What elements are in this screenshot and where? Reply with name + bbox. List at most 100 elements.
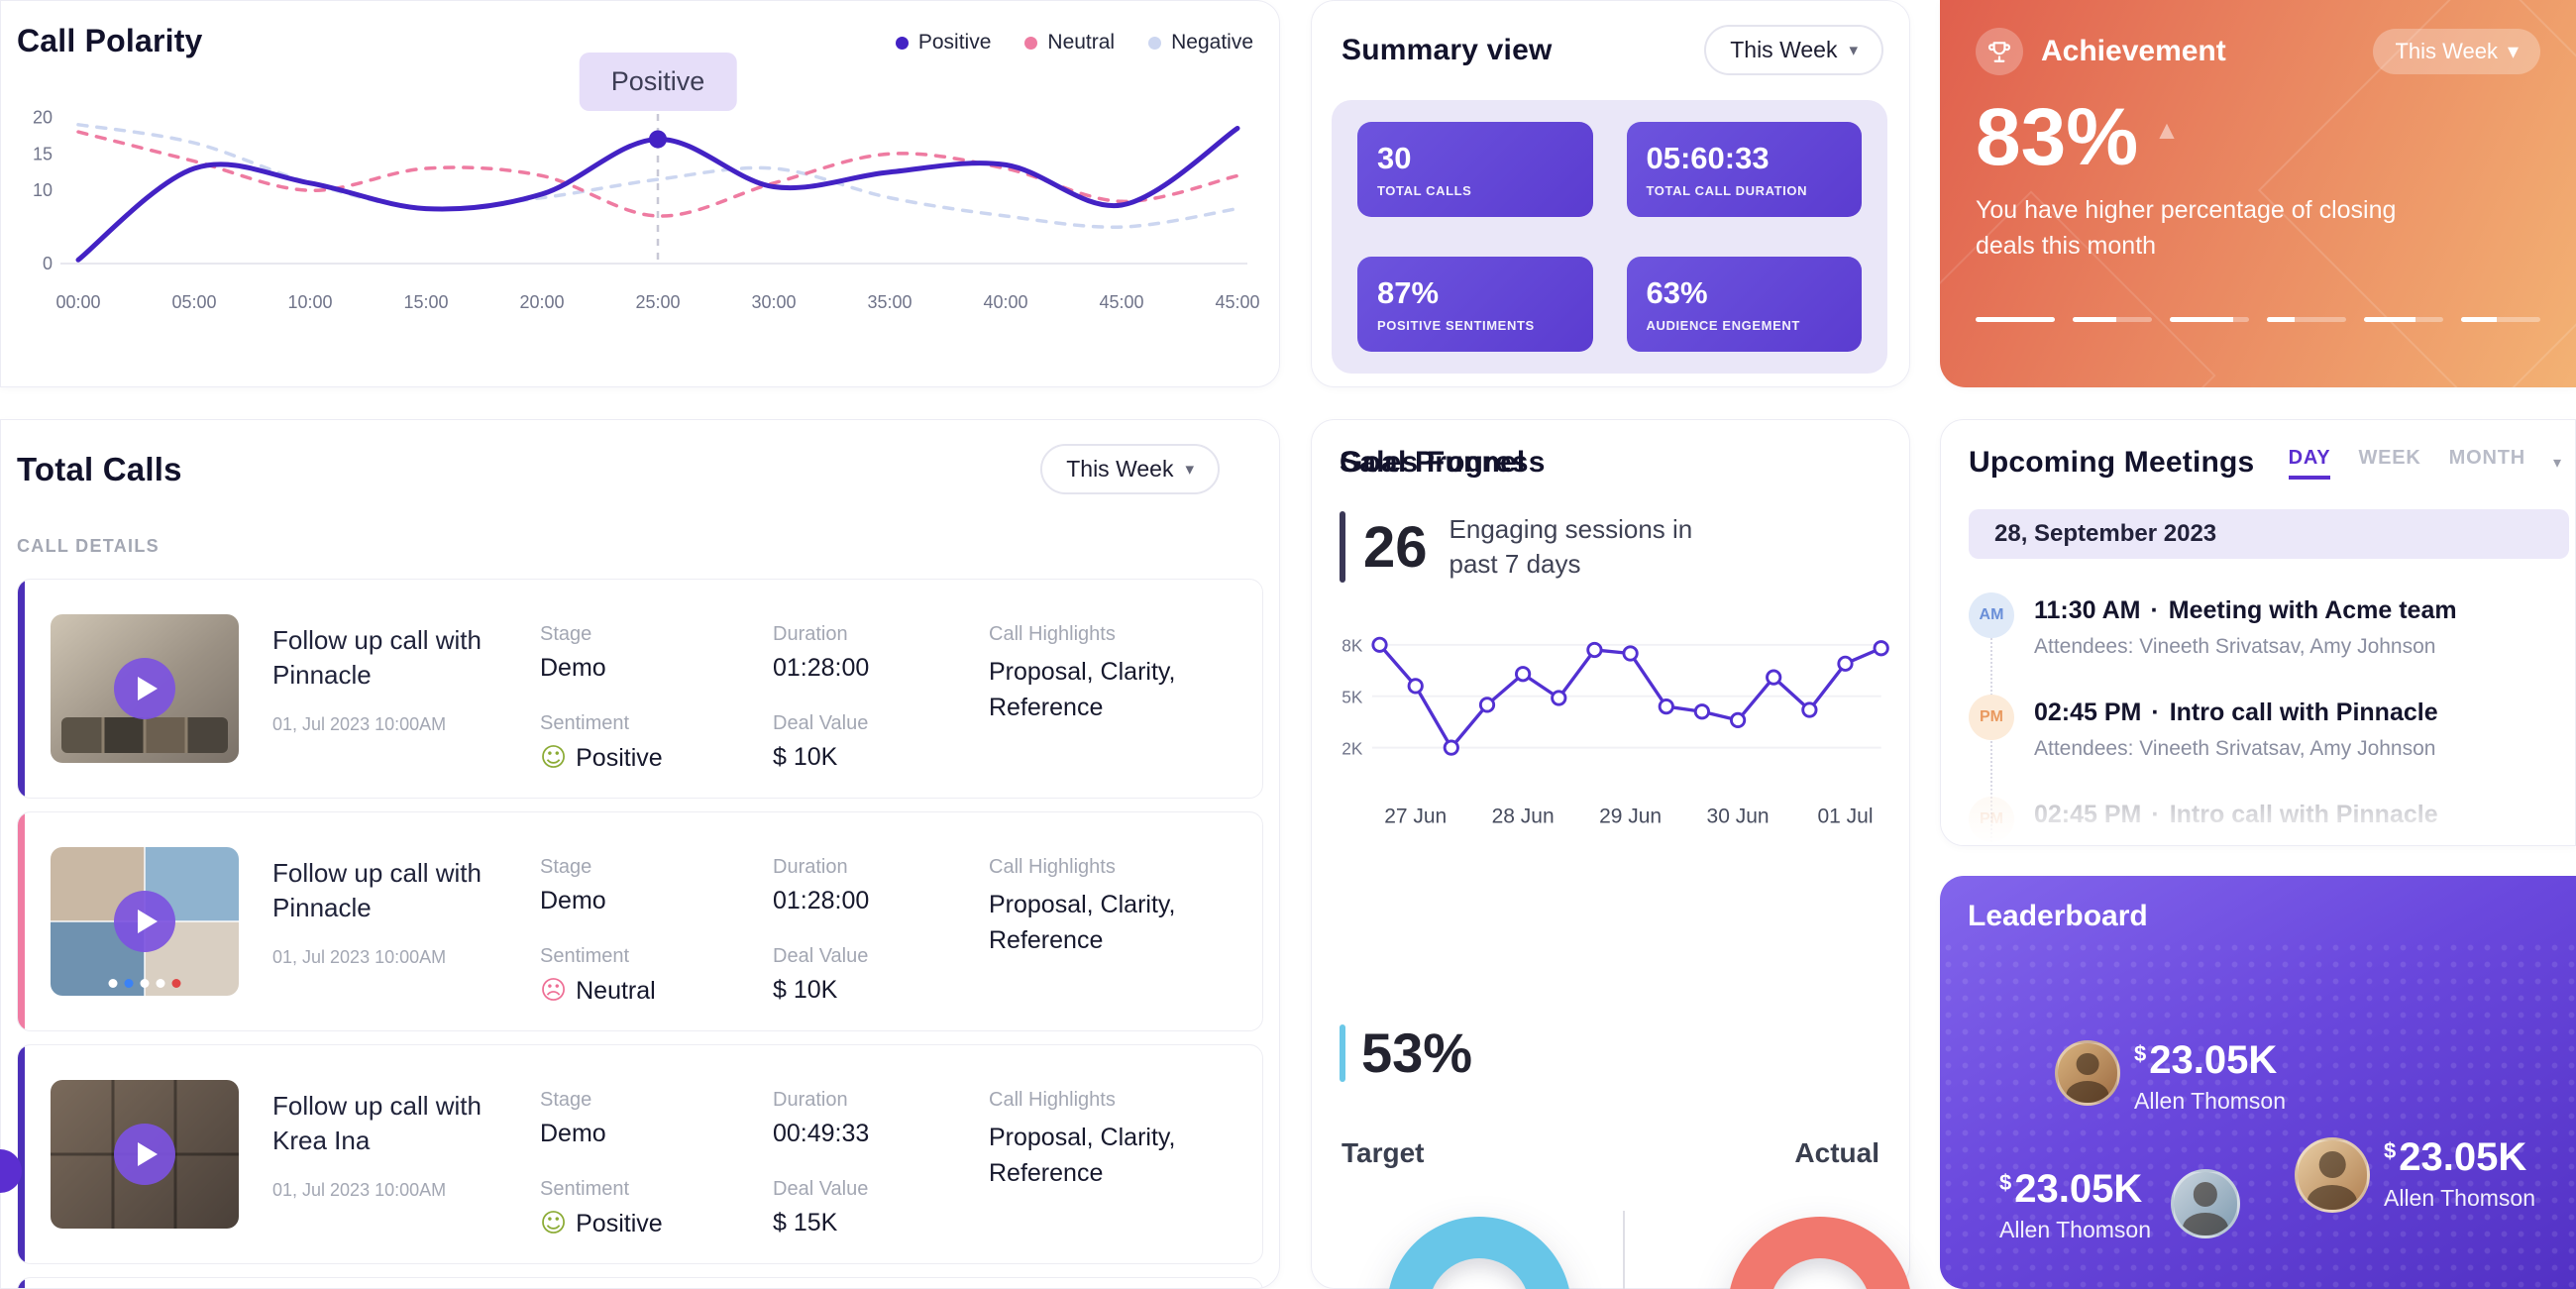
goal-progress-title: Goal Progress — [1340, 446, 1546, 479]
chevron-down-icon[interactable]: ▾ — [2552, 455, 2561, 472]
stat-value: 87% — [1377, 275, 1440, 310]
calls-period-select[interactable]: This Week ▾ — [1040, 444, 1220, 494]
svg-text:8K: 8K — [1342, 635, 1363, 655]
upcoming-meetings-panel: Upcoming Meetings DAY WEEK MONTH ▾ 28, S… — [1940, 419, 2576, 846]
call-card-partial[interactable] — [17, 1277, 1263, 1288]
sales-funnel-title: Sales Funnel — [1340, 446, 1526, 479]
tab-day[interactable]: DAY — [2288, 447, 2331, 480]
svg-text:28 Jun: 28 Jun — [1492, 805, 1555, 827]
svg-text:05:00: 05:00 — [171, 292, 216, 312]
call-polarity-chart: 20 15 10 000:00 05:00 10:00 15:00 20:00 25:00 30:… — [33, 100, 1260, 312]
highlights-label: Call Highlights — [989, 623, 1116, 645]
meeting-item[interactable]: AM 11:30 AM · Meeting with Acme team Atten… — [1969, 592, 2575, 659]
svg-text:20:00: 20:00 — [519, 292, 564, 312]
stat-label: TOTAL CALLS — [1377, 183, 1472, 198]
deal-value-label: Deal Value — [773, 712, 869, 734]
leaderboard-entry[interactable]: $23.05K Allen Thomson — [1999, 1169, 2240, 1243]
legend-item-positive[interactable]: Positive — [895, 31, 992, 54]
legend-label: Positive — [917, 31, 992, 54]
meeting-title: Intro call with Pinnacle — [2169, 698, 2438, 726]
svg-text:15:00: 15:00 — [403, 292, 448, 312]
leaderboard-name: Allen Thomson — [2384, 1185, 2535, 1211]
achievement-message: You have higher percentage of closing de… — [1976, 196, 2397, 261]
play-button[interactable] — [114, 658, 175, 719]
leaderboard-entry[interactable]: $23.05K Allen Thomson — [2295, 1137, 2535, 1213]
period-value: This Week — [1066, 456, 1174, 482]
stat-label: AUDIENCE ENGEMENT — [1646, 318, 1800, 333]
call-video-thumbnail[interactable] — [51, 847, 239, 996]
play-button[interactable] — [114, 891, 175, 952]
meeting-time: 02:45 PM — [2034, 698, 2142, 726]
svg-text:30 Jun: 30 Jun — [1707, 805, 1770, 827]
separator-dot: · — [2151, 698, 2160, 726]
deal-value: $ 10K — [773, 976, 838, 1004]
svg-text:10:00: 10:00 — [287, 292, 332, 312]
legend-dot-negative — [1148, 36, 1162, 50]
frown-icon: ☹ — [540, 976, 568, 1006]
meeting-title: Meeting with Acme team — [2168, 596, 2457, 624]
progress-segment — [2170, 317, 2249, 322]
deal-value: $ 15K — [773, 1209, 838, 1236]
stage-value: Demo — [540, 1120, 606, 1147]
meetings-timeline: AM 11:30 AM · Meeting with Acme team Atten… — [1969, 592, 2575, 845]
chevron-down-icon: ▾ — [2507, 39, 2519, 63]
meetings-title: Upcoming Meetings — [1969, 446, 2255, 479]
duration-value: 01:28:00 — [773, 887, 870, 914]
achievement-panel: Achievement This Week ▾ 83% ▲ You have h… — [1940, 0, 2576, 387]
stage-value: Demo — [540, 887, 606, 914]
stage-label: Stage — [540, 856, 592, 878]
stat-label: POSITIVE SENTIMENTS — [1377, 318, 1535, 333]
card-accent — [18, 580, 25, 798]
summary-period-select[interactable]: This Week ▾ — [1704, 25, 1883, 75]
achievement-period-select[interactable]: This Week ▾ — [2373, 29, 2540, 74]
svg-text:2K: 2K — [1342, 738, 1363, 758]
scroll-indicator[interactable] — [0, 1149, 22, 1193]
legend-item-neutral[interactable]: Neutral — [1024, 31, 1115, 54]
progress-segment — [2267, 317, 2346, 322]
progress-segment — [1976, 317, 2055, 322]
am-badge: AM — [1969, 592, 2014, 638]
goal-percent: 53% — [1361, 1021, 1473, 1084]
legend-item-negative[interactable]: Negative — [1148, 31, 1253, 54]
actual-donut-chart — [1728, 1217, 1912, 1289]
stat-call-duration: 05:60:33 TOTAL CALL DURATION — [1626, 122, 1862, 217]
achievement-progress — [1976, 317, 2540, 322]
call-title: Follow up call with Pinnacle — [272, 625, 482, 691]
tab-month[interactable]: MONTH — [2448, 446, 2525, 469]
meeting-item[interactable]: PM 02:45 PM · Intro call with Pinnacle Att… — [1969, 695, 2575, 761]
stage-value: Demo — [540, 654, 606, 682]
legend-label: Negative — [1171, 31, 1253, 54]
deal-value: $ 10K — [773, 743, 838, 771]
stat-value: 30 — [1377, 141, 1412, 175]
tab-week[interactable]: WEEK — [2358, 446, 2421, 469]
summary-panel: Summary view This Week ▾ 30 TOTAL CALLS … — [1311, 0, 1910, 387]
svg-text:5K: 5K — [1342, 687, 1363, 706]
duration-value: 01:28:00 — [773, 654, 870, 682]
summary-title: Summary view — [1342, 33, 1553, 66]
smiley-icon: ☺ — [540, 743, 568, 773]
leaderboard-amount: 23.05K — [2014, 1167, 2143, 1211]
pm-badge: PM — [1969, 695, 2014, 740]
sentiment-label: Sentiment — [540, 712, 630, 734]
stage-label: Stage — [540, 623, 592, 645]
call-video-thumbnail[interactable] — [51, 1080, 239, 1229]
call-card[interactable]: Follow up call with Krea Ina 01, Jul 202… — [17, 1044, 1263, 1264]
call-video-thumbnail[interactable] — [51, 614, 239, 763]
leaderboard-entry[interactable]: $23.05K Allen Thomson — [2055, 1040, 2286, 1115]
call-card[interactable]: Follow up call with Pinnacle 01, Jul 202… — [17, 579, 1263, 799]
svg-text:29 Jun: 29 Jun — [1599, 805, 1662, 827]
progress-segment — [2364, 317, 2443, 322]
meeting-item[interactable]: PM 02:45 PM · Intro call with Pinnacle — [1969, 797, 2575, 842]
stat-total-calls: 30 TOTAL CALLS — [1357, 122, 1593, 217]
call-datetime: 01, Jul 2023 10:00AM — [272, 1180, 447, 1201]
sentiment-value: ☹ Neutral — [540, 976, 656, 1006]
call-card[interactable]: Follow up call with Pinnacle 01, Jul 202… — [17, 811, 1263, 1031]
achievement-percent: 83% — [1976, 92, 2139, 182]
legend-dot-neutral — [1024, 36, 1038, 50]
meetings-view-tabs: DAY WEEK MONTH ▾ — [2288, 446, 2561, 480]
play-button[interactable] — [114, 1124, 175, 1185]
svg-text:35:00: 35:00 — [867, 292, 912, 312]
stat-value: 05:60:33 — [1646, 141, 1770, 175]
leaderboard-amount: 23.05K — [2399, 1135, 2527, 1179]
